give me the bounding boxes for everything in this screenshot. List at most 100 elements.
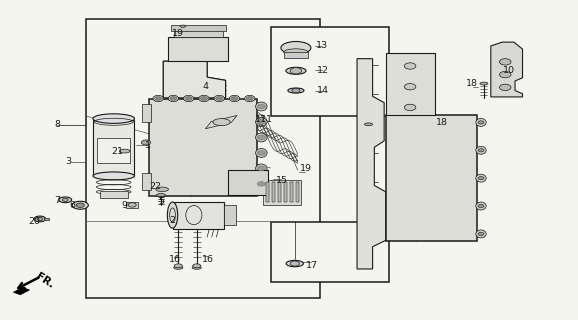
Text: 18: 18	[466, 79, 479, 88]
Circle shape	[185, 97, 192, 100]
Text: 8: 8	[54, 120, 60, 130]
Ellipse shape	[244, 95, 255, 102]
Ellipse shape	[62, 198, 68, 201]
Ellipse shape	[174, 264, 182, 268]
Ellipse shape	[156, 187, 169, 192]
Circle shape	[478, 177, 484, 180]
Polygon shape	[491, 42, 523, 97]
Bar	[173, 27, 223, 37]
Ellipse shape	[120, 149, 130, 153]
Ellipse shape	[93, 172, 135, 180]
Circle shape	[257, 135, 265, 140]
Text: 11: 11	[261, 115, 273, 124]
Ellipse shape	[37, 217, 43, 220]
Text: 7: 7	[54, 196, 60, 205]
Circle shape	[257, 166, 265, 171]
Bar	[263, 180, 301, 204]
Circle shape	[478, 232, 484, 236]
Bar	[296, 182, 299, 202]
Ellipse shape	[180, 25, 186, 27]
Bar	[386, 116, 477, 241]
Text: 14: 14	[316, 86, 328, 95]
Text: 16: 16	[202, 255, 214, 264]
Ellipse shape	[183, 95, 194, 102]
Text: 18: 18	[436, 118, 448, 127]
Ellipse shape	[173, 266, 183, 269]
Bar	[127, 202, 138, 208]
Circle shape	[246, 97, 253, 100]
Circle shape	[201, 97, 208, 100]
Text: 20: 20	[28, 217, 40, 226]
Bar	[271, 222, 389, 282]
Circle shape	[478, 204, 484, 208]
Circle shape	[257, 182, 265, 186]
Text: 12: 12	[316, 66, 328, 75]
Bar	[271, 27, 389, 116]
Circle shape	[76, 203, 84, 207]
Ellipse shape	[255, 164, 267, 173]
Circle shape	[499, 59, 511, 65]
Ellipse shape	[214, 95, 224, 102]
Text: 11: 11	[255, 115, 267, 124]
Bar	[290, 182, 294, 202]
Text: 2: 2	[169, 216, 176, 225]
Text: FR.: FR.	[34, 271, 56, 290]
Text: 9: 9	[121, 201, 128, 210]
Bar	[284, 182, 287, 202]
Bar	[100, 191, 128, 198]
Ellipse shape	[476, 146, 486, 154]
Circle shape	[257, 120, 265, 124]
Bar	[228, 170, 268, 195]
Bar	[224, 204, 236, 225]
Ellipse shape	[157, 194, 166, 196]
Circle shape	[405, 63, 416, 69]
Ellipse shape	[476, 174, 486, 182]
Circle shape	[142, 140, 151, 145]
Text: 21: 21	[112, 147, 124, 156]
Ellipse shape	[476, 202, 486, 210]
Bar	[171, 25, 225, 31]
Polygon shape	[205, 116, 237, 129]
Circle shape	[170, 97, 177, 100]
Text: 17: 17	[306, 261, 318, 270]
Ellipse shape	[255, 102, 267, 111]
Circle shape	[478, 149, 484, 152]
Circle shape	[478, 121, 484, 124]
Polygon shape	[357, 59, 386, 269]
Text: 10: 10	[503, 66, 515, 75]
Bar	[142, 104, 151, 122]
Polygon shape	[13, 287, 29, 295]
Ellipse shape	[199, 95, 209, 102]
Circle shape	[405, 84, 416, 90]
Ellipse shape	[480, 82, 488, 85]
Ellipse shape	[284, 49, 308, 56]
Text: 1: 1	[144, 141, 151, 150]
Text: 15: 15	[276, 176, 288, 185]
Text: 6: 6	[70, 201, 76, 210]
Circle shape	[257, 104, 265, 109]
Bar	[284, 52, 308, 58]
Text: 19: 19	[172, 29, 184, 38]
Circle shape	[257, 151, 265, 155]
Bar	[278, 182, 281, 202]
Ellipse shape	[365, 123, 373, 126]
Circle shape	[499, 71, 511, 78]
Circle shape	[290, 261, 299, 266]
Circle shape	[405, 104, 416, 111]
Polygon shape	[150, 99, 257, 196]
Ellipse shape	[213, 119, 230, 125]
Circle shape	[216, 97, 223, 100]
Text: 3: 3	[66, 157, 72, 166]
Ellipse shape	[288, 88, 304, 93]
Ellipse shape	[59, 197, 72, 203]
Ellipse shape	[192, 266, 201, 269]
Bar	[97, 138, 131, 163]
Ellipse shape	[255, 117, 267, 126]
Text: 22: 22	[149, 182, 161, 191]
Polygon shape	[172, 202, 224, 228]
Bar	[93, 120, 135, 176]
Ellipse shape	[476, 230, 486, 238]
Ellipse shape	[255, 133, 267, 142]
Bar	[266, 182, 269, 202]
Ellipse shape	[286, 67, 306, 74]
